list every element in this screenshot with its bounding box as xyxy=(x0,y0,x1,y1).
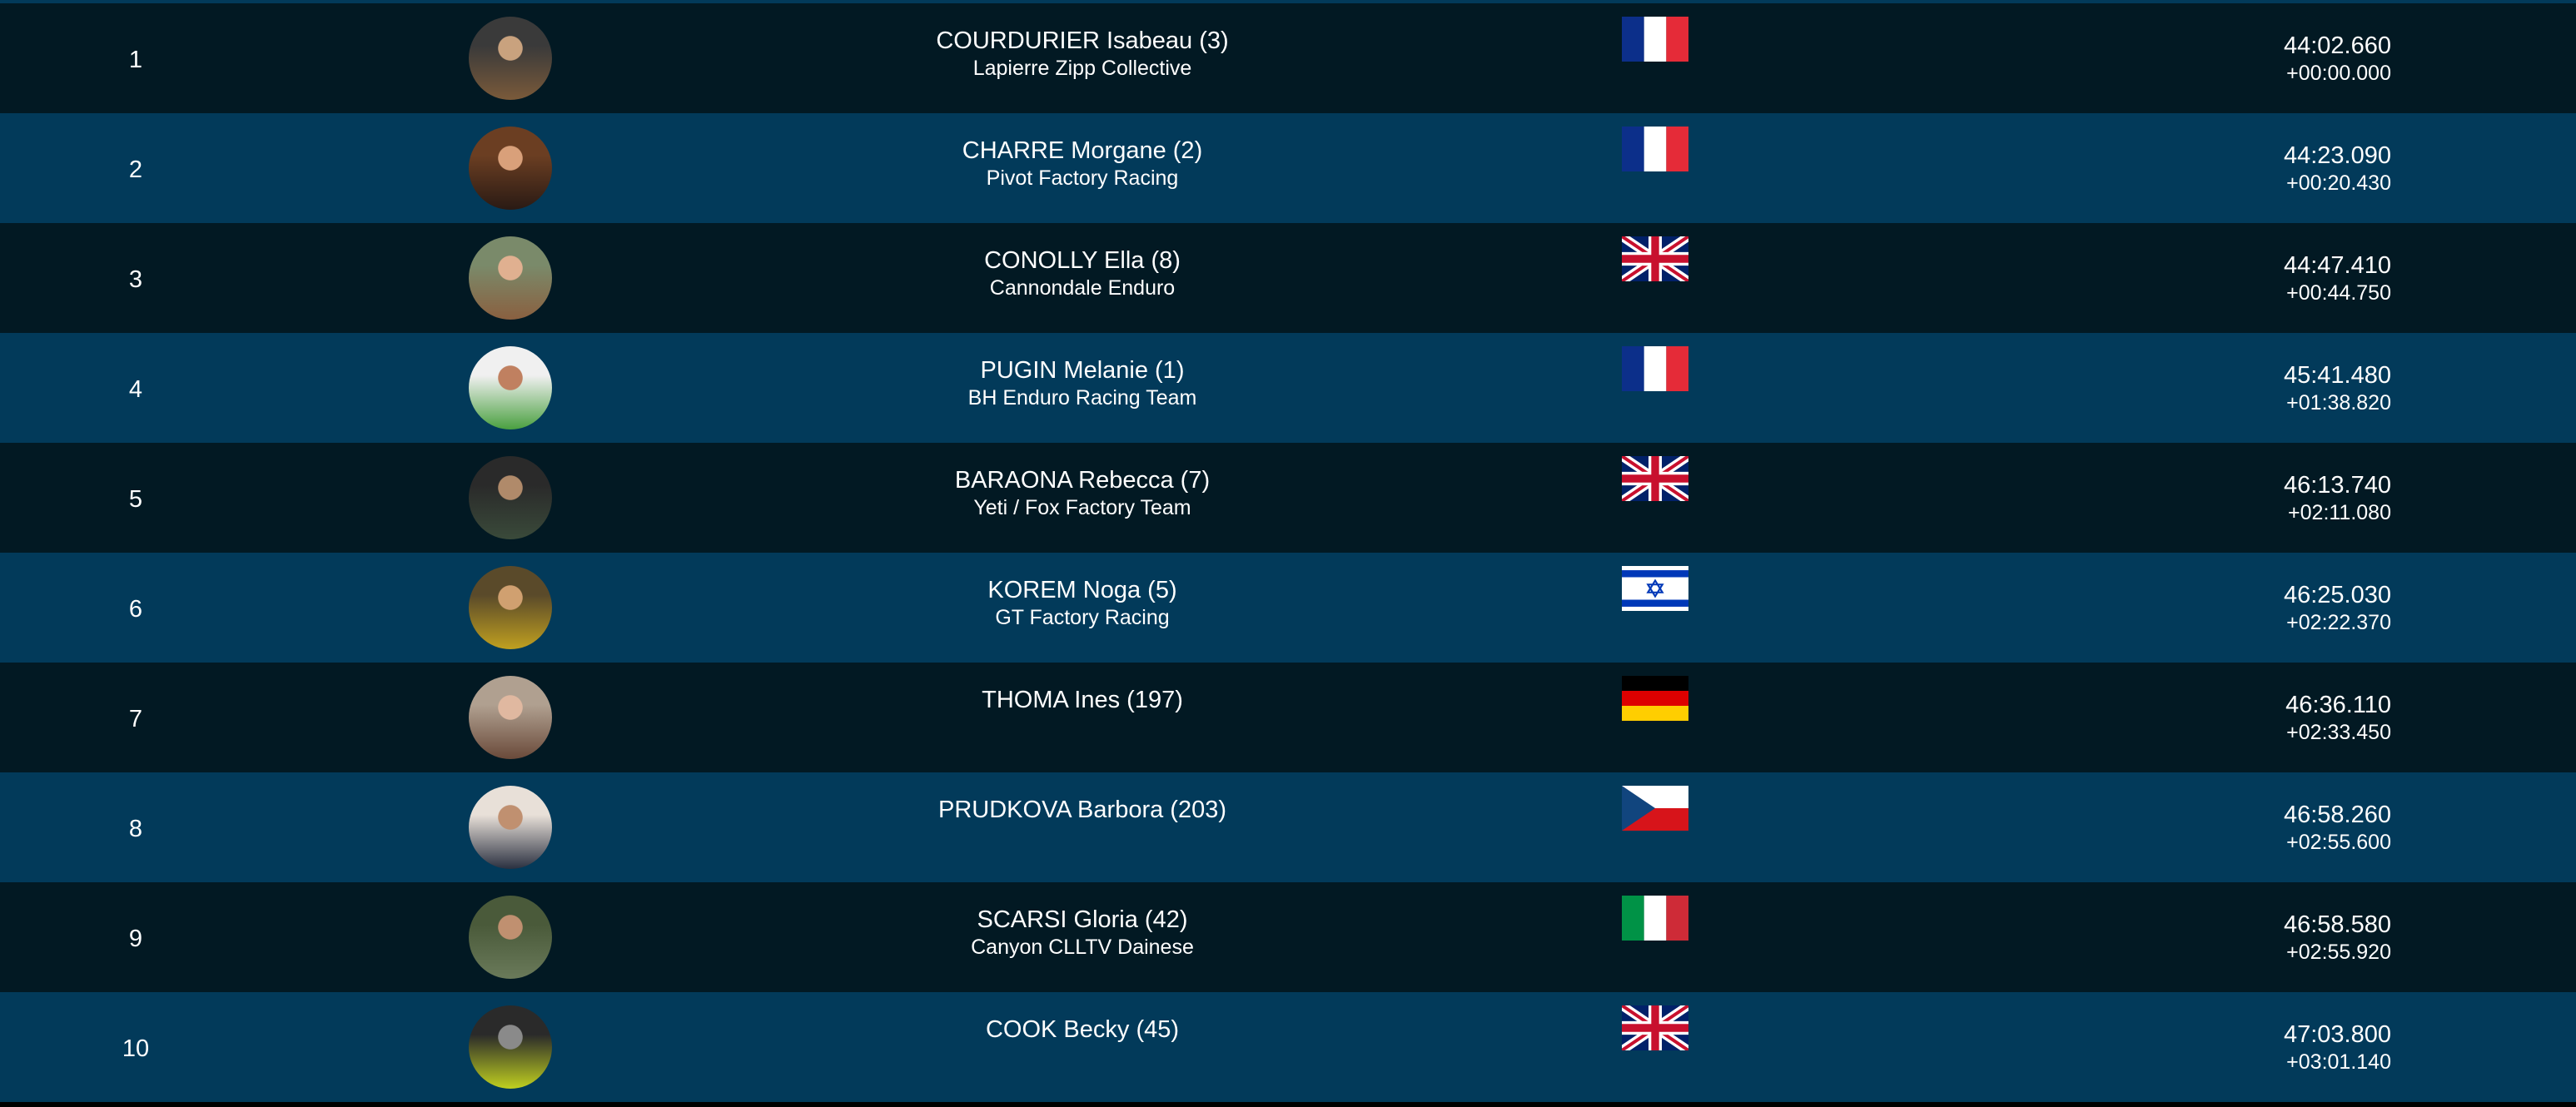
finish-time: 46:58.260 xyxy=(2283,802,2391,828)
result-row[interactable]: 5 BARAONA Rebecca (7) Yeti / Fox Factory… xyxy=(0,443,2576,553)
rider-info: KOREM Noga (5) GT Factory Racing xyxy=(749,576,1415,631)
results-table: 1 COURDURIER Isabeau (3) Lapierre Zipp C… xyxy=(0,3,2576,1102)
rider-name[interactable]: KOREM Noga (5) xyxy=(987,577,1177,603)
time-gap: +02:22.370 xyxy=(2286,611,2391,634)
flag-cze-icon xyxy=(1622,786,1688,831)
team-name: GT Factory Racing xyxy=(995,606,1170,629)
team-name: Cannondale Enduro xyxy=(989,276,1176,300)
flag-ita-icon xyxy=(1622,896,1688,941)
rider-info: COOK Becky (45) xyxy=(749,1015,1415,1044)
rider-avatar xyxy=(469,676,552,759)
rider-name[interactable]: COURDURIER Isabeau (3) xyxy=(936,27,1229,54)
rider-name[interactable]: PRUDKOVA Barbora (203) xyxy=(938,797,1226,823)
finish-time: 46:58.580 xyxy=(2283,911,2391,938)
result-row[interactable]: 7 THOMA Ines (197) 46:36.110 +02:33.450 xyxy=(0,663,2576,772)
team-name: BH Enduro Racing Team xyxy=(967,386,1197,410)
result-row[interactable]: 9 SCARSI Gloria (42) Canyon CLLTV Daines… xyxy=(0,882,2576,992)
team-name: Pivot Factory Racing xyxy=(986,166,1179,190)
time-gap: +02:11.080 xyxy=(2288,501,2391,524)
time-cell: 46:58.580 +02:55.920 xyxy=(2165,911,2391,966)
result-row[interactable]: 2 CHARRE Morgane (2) Pivot Factory Racin… xyxy=(0,113,2576,223)
flag-gbr-icon xyxy=(1622,236,1688,281)
flag-fra-icon xyxy=(1622,17,1688,62)
time-cell: 44:47.410 +00:44.750 xyxy=(2165,251,2391,306)
time-cell: 46:25.030 +02:22.370 xyxy=(2165,581,2391,636)
result-row[interactable]: 6 KOREM Noga (5) GT Factory Racing 46:25… xyxy=(0,553,2576,663)
finish-time: 44:23.090 xyxy=(2283,142,2391,169)
flag-gbr-icon xyxy=(1622,456,1688,501)
rider-info: CONOLLY Ella (8) Cannondale Enduro xyxy=(749,246,1415,301)
result-row[interactable]: 10 COOK Becky (45) 47:03.800 +03:01.140 xyxy=(0,992,2576,1102)
top-strip xyxy=(0,0,2576,3)
rider-avatar xyxy=(469,17,552,100)
rider-avatar xyxy=(469,127,552,210)
time-gap: +00:00.000 xyxy=(2286,62,2391,85)
finish-time: 44:02.660 xyxy=(2283,32,2391,59)
rank: 3 xyxy=(128,266,143,293)
result-row[interactable]: 1 COURDURIER Isabeau (3) Lapierre Zipp C… xyxy=(0,3,2576,113)
time-gap: +02:55.920 xyxy=(2286,941,2391,964)
flag-ger-icon xyxy=(1622,676,1688,721)
time-cell: 46:58.260 +02:55.600 xyxy=(2165,801,2391,856)
time-gap: +00:20.430 xyxy=(2286,171,2391,195)
finish-time: 44:47.410 xyxy=(2283,252,2391,279)
time-cell: 44:02.660 +00:00.000 xyxy=(2165,32,2391,87)
time-gap: +03:01.140 xyxy=(2286,1050,2391,1074)
rider-info: SCARSI Gloria (42) Canyon CLLTV Dainese xyxy=(749,906,1415,961)
rank: 2 xyxy=(128,156,143,183)
finish-time: 45:41.480 xyxy=(2283,362,2391,389)
team-name: Lapierre Zipp Collective xyxy=(972,57,1192,80)
time-gap: +02:33.450 xyxy=(2286,721,2391,744)
rider-name[interactable]: SCARSI Gloria (42) xyxy=(977,906,1188,933)
rank: 1 xyxy=(128,47,143,73)
rider-name[interactable]: CHARRE Morgane (2) xyxy=(962,137,1203,164)
result-row[interactable]: 8 PRUDKOVA Barbora (203) 46:58.260 +02:5… xyxy=(0,772,2576,882)
rider-info: CHARRE Morgane (2) Pivot Factory Racing xyxy=(749,137,1415,191)
finish-time: 46:36.110 xyxy=(2285,692,2391,718)
time-cell: 45:41.480 +01:38.820 xyxy=(2165,361,2391,416)
rider-name[interactable]: PUGIN Melanie (1) xyxy=(980,357,1185,384)
flag-gbr-icon xyxy=(1622,1005,1688,1050)
result-row[interactable]: 3 CONOLLY Ella (8) Cannondale Enduro 44:… xyxy=(0,223,2576,333)
flag-fra-icon xyxy=(1622,127,1688,171)
rank: 7 xyxy=(128,706,143,732)
rider-name[interactable]: BARAONA Rebecca (7) xyxy=(954,467,1211,494)
rank: 6 xyxy=(128,596,143,623)
time-cell: 46:13.740 +02:11.080 xyxy=(2165,471,2391,526)
rider-avatar xyxy=(469,346,552,429)
time-gap: +00:44.750 xyxy=(2286,281,2391,305)
time-cell: 47:03.800 +03:01.140 xyxy=(2165,1020,2391,1075)
time-cell: 46:36.110 +02:33.450 xyxy=(2165,691,2391,746)
rider-info: PRUDKOVA Barbora (203) xyxy=(749,796,1415,824)
time-gap: +02:55.600 xyxy=(2286,831,2391,854)
flag-fra-icon xyxy=(1622,346,1688,391)
rider-avatar xyxy=(469,236,552,320)
finish-time: 46:25.030 xyxy=(2283,582,2391,608)
rider-info: THOMA Ines (197) xyxy=(749,686,1415,714)
rider-info: PUGIN Melanie (1) BH Enduro Racing Team xyxy=(749,356,1415,411)
rider-avatar xyxy=(469,896,552,979)
rank: 8 xyxy=(128,816,143,842)
team-name: Yeti / Fox Factory Team xyxy=(973,496,1191,519)
time-gap: +01:38.820 xyxy=(2286,391,2391,415)
team-name: Canyon CLLTV Dainese xyxy=(971,936,1194,959)
rider-info: BARAONA Rebecca (7) Yeti / Fox Factory T… xyxy=(749,466,1415,521)
flag-isr-icon xyxy=(1622,566,1688,611)
rank: 9 xyxy=(128,926,143,952)
time-cell: 44:23.090 +00:20.430 xyxy=(2165,141,2391,196)
finish-time: 47:03.800 xyxy=(2283,1021,2391,1048)
rider-avatar xyxy=(469,456,552,539)
rider-avatar xyxy=(469,786,552,869)
rank: 4 xyxy=(128,376,143,403)
rider-avatar xyxy=(469,1005,552,1089)
result-row[interactable]: 4 PUGIN Melanie (1) BH Enduro Racing Tea… xyxy=(0,333,2576,443)
rider-info: COURDURIER Isabeau (3) Lapierre Zipp Col… xyxy=(749,27,1415,82)
rider-name[interactable]: CONOLLY Ella (8) xyxy=(984,247,1181,274)
rank: 5 xyxy=(128,486,143,513)
finish-time: 46:13.740 xyxy=(2283,472,2391,499)
rider-name[interactable]: THOMA Ines (197) xyxy=(982,687,1183,713)
rider-name[interactable]: COOK Becky (45) xyxy=(985,1016,1180,1043)
rider-avatar xyxy=(469,566,552,649)
rank: 10 xyxy=(122,1035,150,1062)
